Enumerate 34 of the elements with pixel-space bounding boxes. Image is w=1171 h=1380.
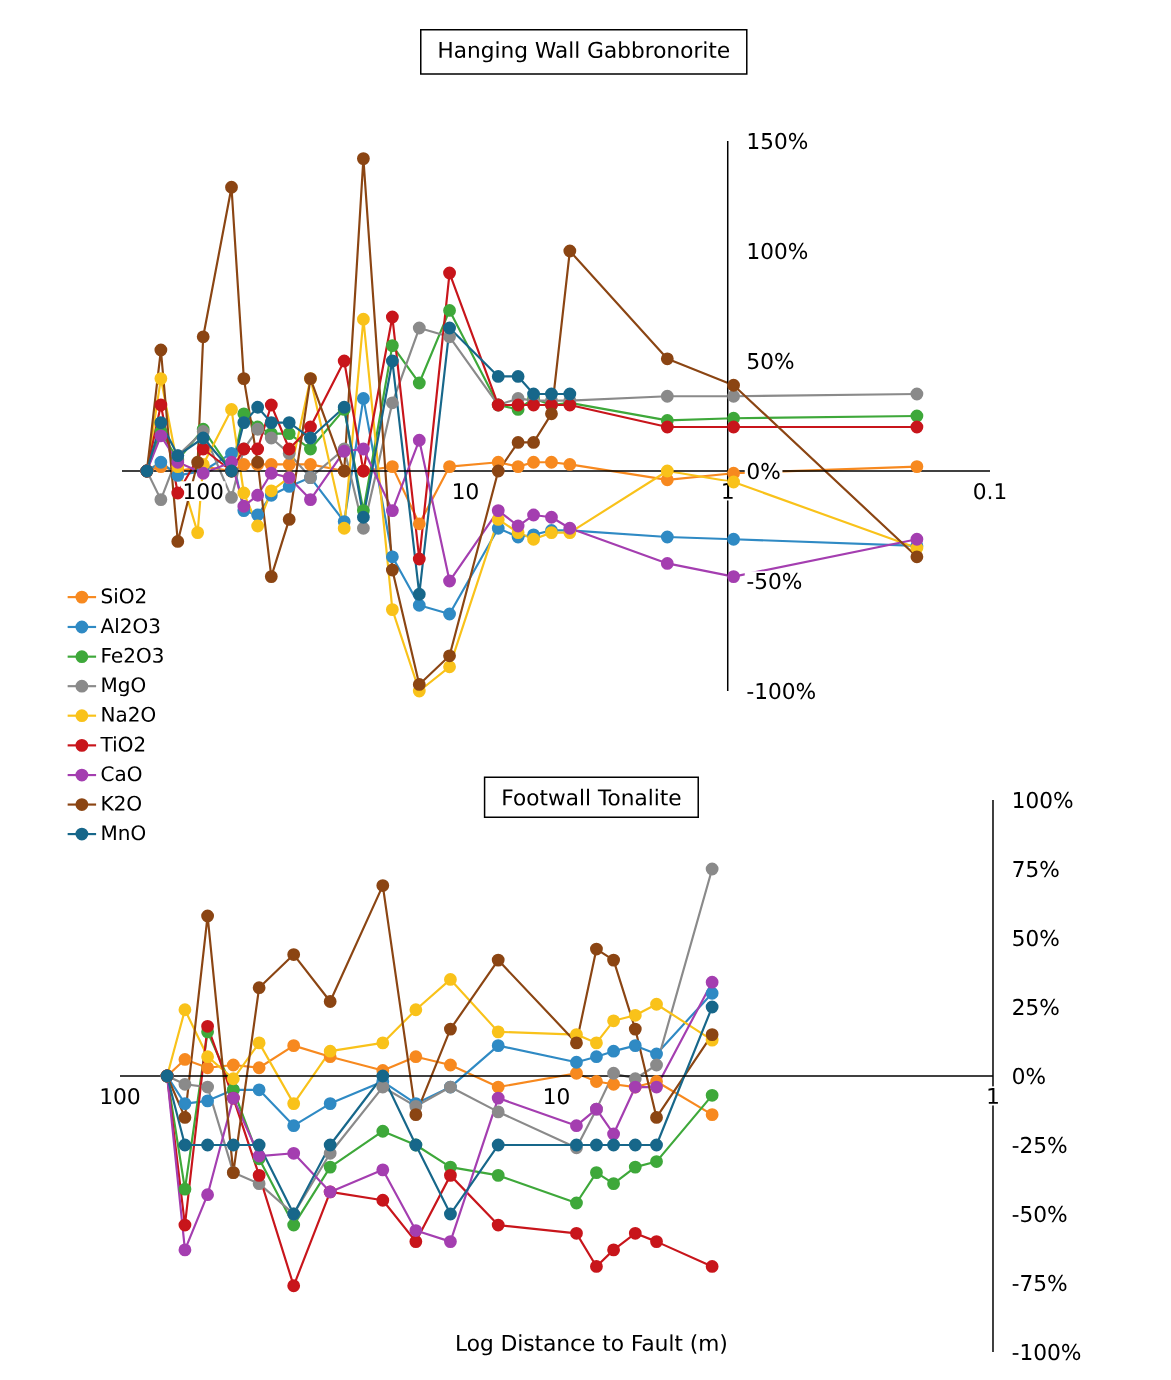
y-tick-label: -50% [1012, 1205, 1067, 1223]
legend-label: Na2O [102, 706, 156, 722]
legend-label: MgO [102, 677, 146, 697]
x-tick-label: 1 [988, 1088, 998, 1104]
y-tick-label: 50% [1013, 929, 1059, 947]
legend-label: Fe2O3 [102, 647, 163, 663]
legend-label: MnO [102, 825, 146, 841]
legend-label: TiO2 [100, 736, 145, 752]
x-tick-label: 1 [723, 483, 733, 499]
legend-label: SiO2 [101, 588, 146, 604]
x-tick-label: 10 [454, 483, 478, 500]
y-tick-label: -25% [1012, 1136, 1067, 1154]
y-tick-label: 0% [1013, 1067, 1045, 1085]
y-tick-label: -50% [747, 572, 802, 590]
legend-label: K2O [102, 795, 141, 811]
x-tick-label: 10 [545, 1088, 569, 1105]
x-tick-label: 100 [101, 1088, 140, 1105]
legend-label: Al2O3 [100, 617, 160, 634]
chart-title: Footwall Tonalite [503, 788, 681, 806]
y-tick-label: 0% [747, 462, 780, 480]
chart-title: Hanging Wall Gabbronorite [439, 41, 730, 63]
y-tick-label: 100% [748, 242, 808, 260]
y-tick-label: 150% [748, 132, 808, 150]
x-tick-label: 100 [184, 483, 223, 500]
y-tick-label: 50% [748, 352, 794, 370]
y-tick-label: 75% [1013, 860, 1059, 878]
x-axis-title: Log Distance to Fault (m) [457, 1334, 726, 1356]
x-tick-label: 0.1 [974, 483, 1006, 500]
y-tick-label: -100% [747, 682, 815, 700]
y-tick-label: 100% [1014, 791, 1073, 809]
y-tick-label: -75% [1012, 1274, 1067, 1292]
legend-label: CaO [101, 766, 142, 782]
y-tick-label: -100% [1012, 1343, 1081, 1361]
y-tick-label: 25% [1013, 998, 1059, 1016]
